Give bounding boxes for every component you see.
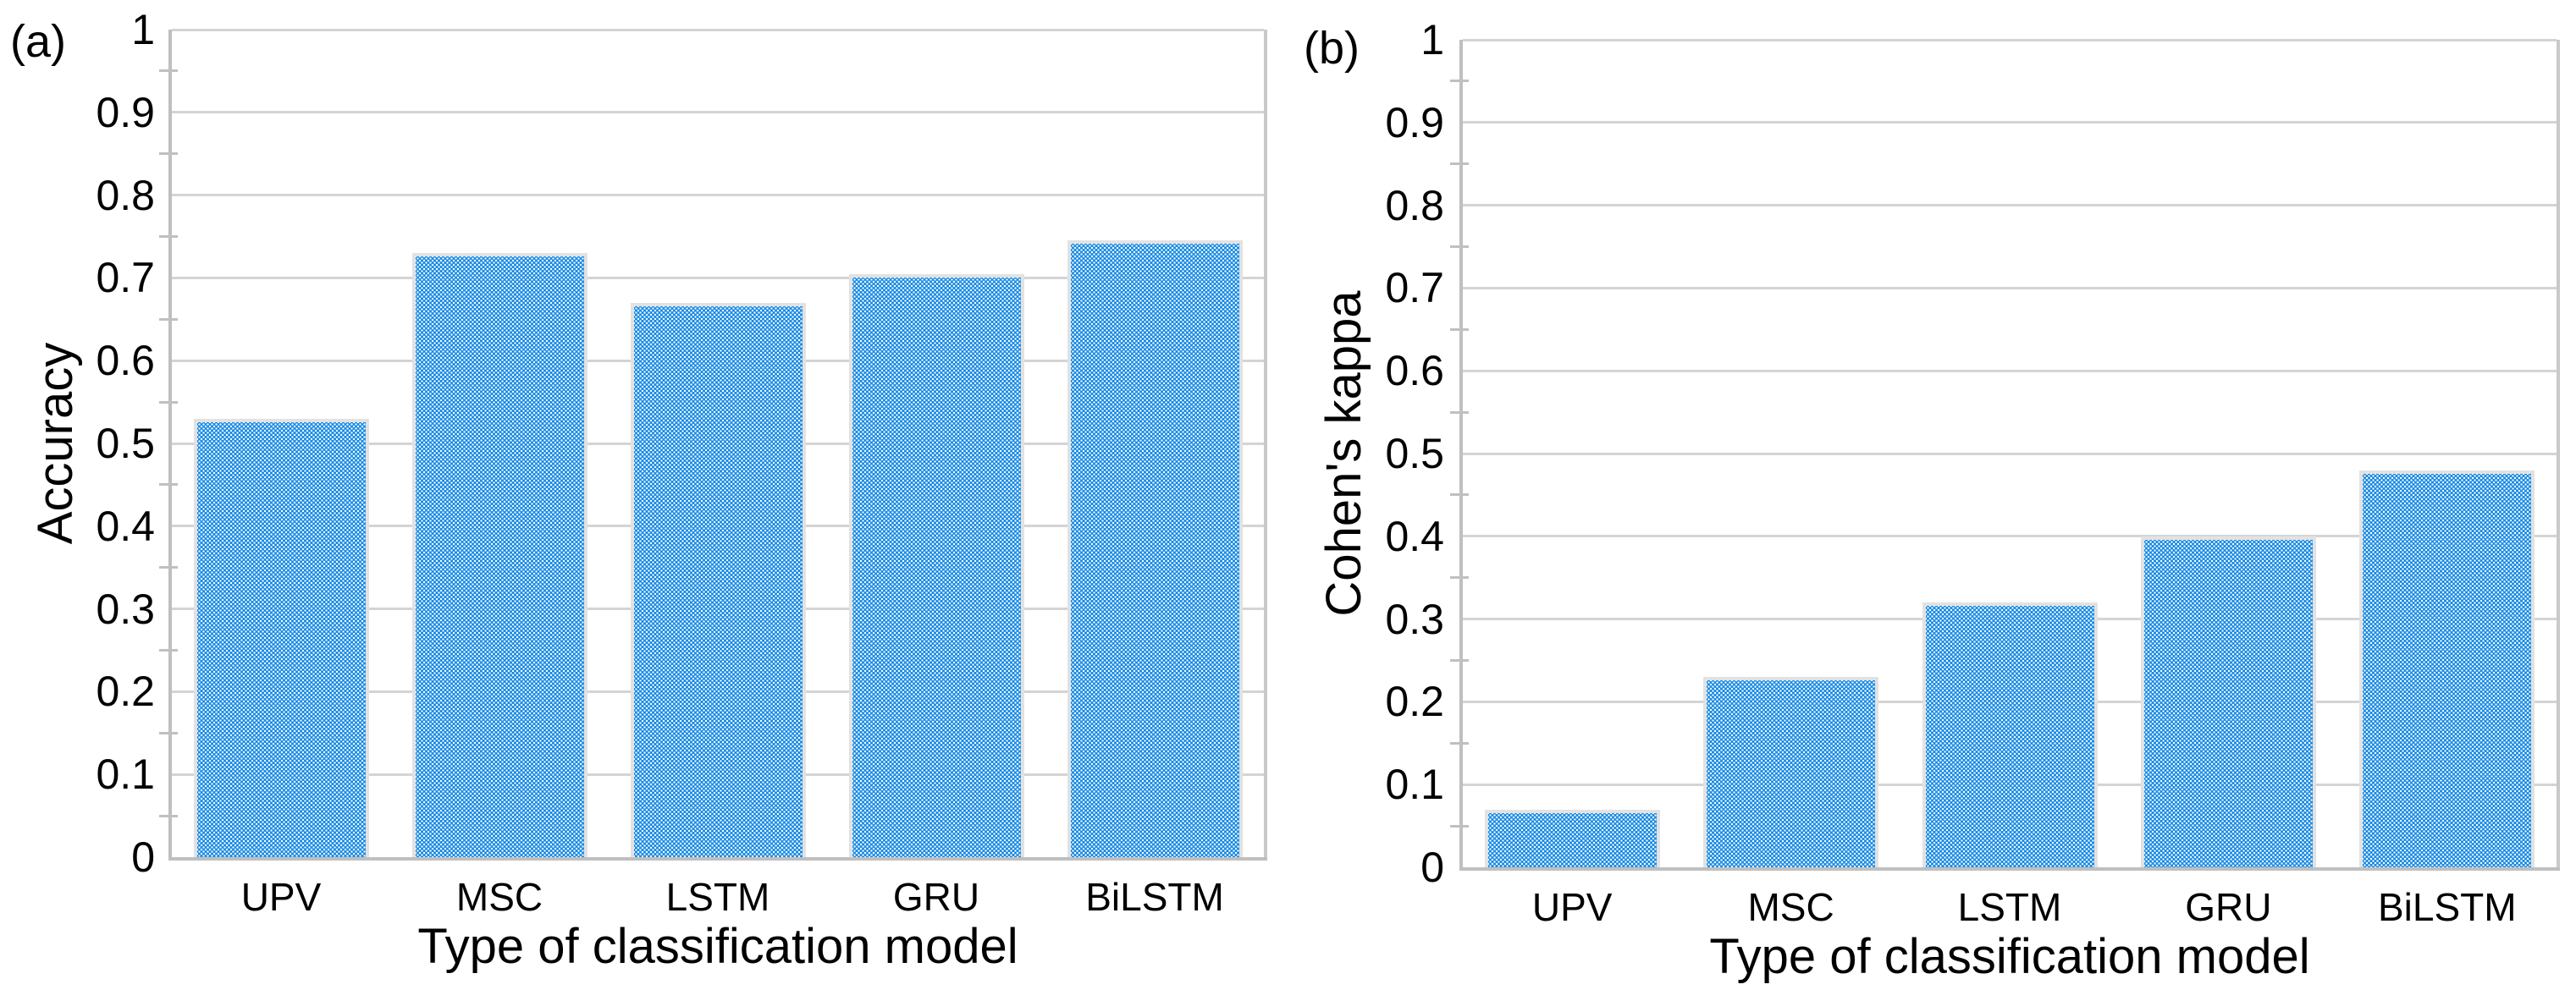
- y-tick-label: 0.2: [1385, 678, 1444, 726]
- y-minor-tick: [159, 69, 178, 73]
- y-minor-tick: [1450, 162, 1469, 166]
- y-minor-tick: [1450, 741, 1469, 745]
- panel-letter-b: (b): [1304, 23, 1360, 74]
- y-tick-label: 1: [1420, 16, 1444, 63]
- y-tick-label: 0: [1420, 844, 1444, 891]
- gridline: [1463, 121, 2557, 124]
- gridline: [1463, 38, 2557, 41]
- y-minor-tick: [1450, 493, 1469, 497]
- category-label: MSC: [1747, 885, 1834, 929]
- category-label: MSC: [455, 875, 543, 919]
- y-minor-tick: [159, 731, 178, 734]
- category-label: UPV: [240, 875, 322, 919]
- gridline: [172, 28, 1264, 31]
- plot-right-border: [2557, 40, 2560, 871]
- bar-bilstm: [2359, 470, 2535, 867]
- plot-right-border: [1264, 30, 1267, 861]
- y-minor-tick: [159, 566, 178, 569]
- bar-lstm: [1922, 602, 2098, 867]
- bar-lstm: [630, 302, 806, 857]
- panel-letter-a: (a): [10, 16, 66, 67]
- y-axis-line: [168, 30, 172, 861]
- y-tick-label: 0.7: [1385, 264, 1444, 312]
- gridline: [1463, 204, 2557, 207]
- category-label: BiLSTM: [1085, 875, 1224, 919]
- y-tick-label: 0.9: [96, 88, 155, 136]
- category-label: BiLSTM: [2377, 885, 2517, 929]
- y-tick-label: 0.2: [96, 668, 155, 716]
- gridline: [172, 111, 1264, 114]
- y-tick-label: 0.4: [1385, 512, 1444, 560]
- bar-upv: [1484, 809, 1660, 867]
- x-axis-title-b: Type of classification model: [1709, 929, 2310, 984]
- category-label: UPV: [1531, 885, 1613, 929]
- bar-msc: [411, 253, 587, 857]
- y-tick-label: 1: [131, 6, 155, 53]
- bar-bilstm: [1067, 240, 1243, 857]
- y-minor-tick: [1450, 80, 1469, 83]
- category-label: GRU: [2185, 885, 2272, 929]
- gridline: [1463, 452, 2557, 455]
- category-label: GRU: [892, 875, 980, 919]
- y-minor-tick: [1450, 576, 1469, 580]
- gridline: [1463, 535, 2557, 538]
- y-tick-label: 0.4: [96, 502, 155, 550]
- y-axis-line: [1459, 40, 1463, 871]
- gridline: [172, 276, 1264, 279]
- category-label: LSTM: [665, 875, 770, 919]
- x-axis-line: [168, 857, 1267, 861]
- y-tick-label: 0.5: [96, 420, 155, 467]
- y-tick-label: 0: [131, 833, 155, 881]
- x-axis-title-a: Type of classification model: [417, 919, 1018, 974]
- y-tick-label: 0.6: [96, 337, 155, 385]
- y-minor-tick: [159, 400, 178, 404]
- y-tick-label: 0.1: [1385, 761, 1444, 809]
- x-axis-line: [1459, 867, 2560, 871]
- y-minor-tick: [1450, 327, 1469, 331]
- plot-area-b: [1450, 38, 2560, 871]
- category-label: LSTM: [1957, 885, 2062, 929]
- y-minor-tick: [159, 152, 178, 156]
- y-minor-tick: [159, 649, 178, 652]
- y-minor-tick: [159, 483, 178, 487]
- gridline: [1463, 369, 2557, 372]
- y-tick-label: 0.9: [1385, 98, 1444, 146]
- y-minor-tick: [1450, 824, 1469, 828]
- y-tick-label: 0.8: [96, 171, 155, 219]
- bar-gru: [2140, 536, 2316, 867]
- y-minor-tick: [1450, 245, 1469, 248]
- y-tick-label: 0.7: [96, 254, 155, 302]
- y-minor-tick: [1450, 410, 1469, 414]
- y-minor-tick: [1450, 659, 1469, 662]
- y-tick-label: 0.5: [1385, 430, 1444, 477]
- y-minor-tick: [159, 235, 178, 238]
- gridline: [172, 194, 1264, 197]
- y-minor-tick: [159, 317, 178, 321]
- plot-area-a: [159, 28, 1267, 861]
- y-tick-label: 0.3: [96, 585, 155, 633]
- y-tick-label: 0.6: [1385, 347, 1444, 395]
- y-minor-tick: [159, 814, 178, 817]
- gridline: [1463, 286, 2557, 289]
- bar-msc: [1703, 677, 1879, 867]
- y-tick-label: 0.1: [96, 751, 155, 799]
- bar-upv: [193, 418, 369, 857]
- y-tick-label: 0.3: [1385, 595, 1444, 643]
- bar-gru: [848, 273, 1024, 857]
- y-tick-label: 0.8: [1385, 181, 1444, 229]
